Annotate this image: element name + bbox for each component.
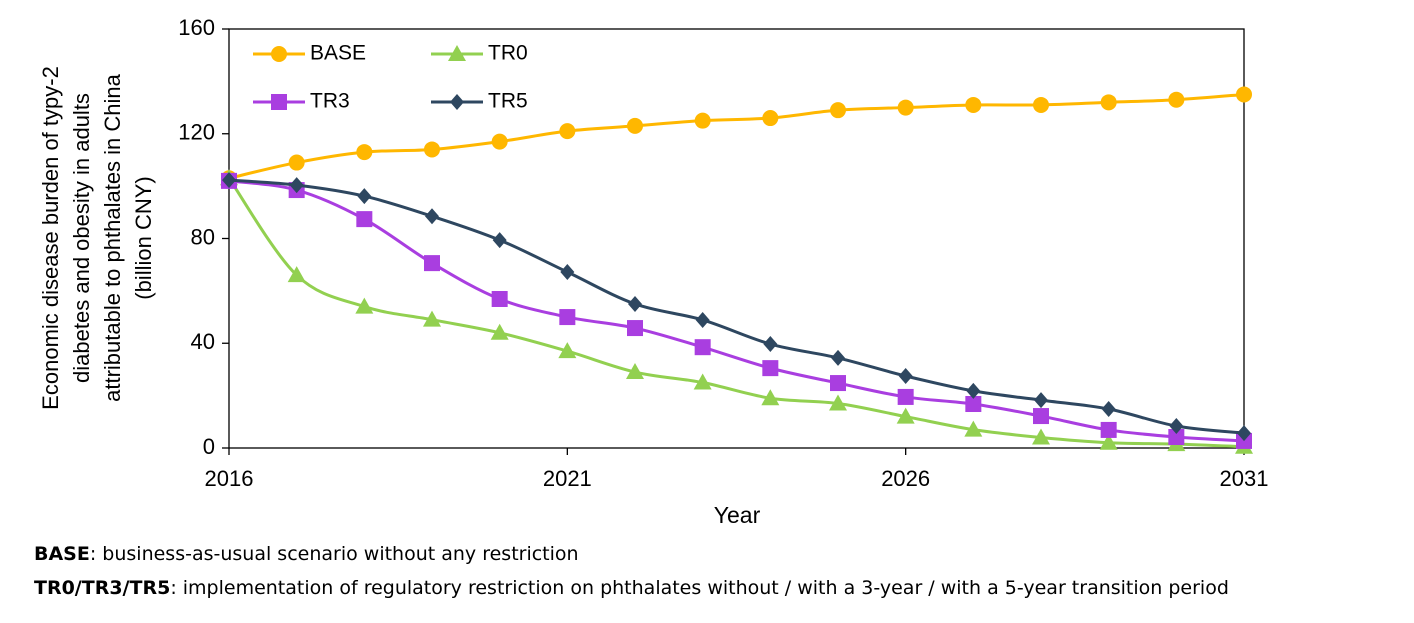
marker	[1169, 418, 1184, 435]
marker	[830, 375, 846, 392]
x-tick-label: 2016	[205, 466, 254, 491]
x-tick-label: 2026	[881, 466, 930, 491]
marker	[1237, 425, 1251, 442]
marker	[1099, 433, 1118, 450]
marker	[424, 141, 440, 158]
marker	[763, 336, 778, 353]
marker	[423, 310, 441, 327]
y-tick-label: 160	[178, 15, 215, 40]
marker	[222, 172, 236, 189]
footnote-term: TR0/TR3/TR5	[34, 577, 171, 599]
legend-label: BASE	[310, 42, 366, 65]
legend-marker	[271, 46, 287, 62]
legend-label: TR3	[310, 90, 350, 113]
marker	[424, 255, 440, 272]
marker	[628, 295, 642, 312]
legend-label: TR0	[488, 42, 528, 65]
marker	[425, 208, 439, 225]
x-tick-label: 2031	[1220, 466, 1269, 491]
marker	[693, 373, 712, 390]
marker	[762, 360, 779, 377]
marker	[762, 110, 779, 127]
legend-marker	[448, 45, 466, 61]
marker	[898, 367, 913, 384]
marker	[965, 96, 982, 113]
marker	[829, 394, 847, 411]
marker	[558, 342, 577, 359]
footnote: TR0/TR3/TR5: implementation of regulator…	[34, 577, 1229, 599]
legend-marker	[271, 94, 287, 110]
marker	[695, 311, 710, 328]
marker	[288, 154, 305, 171]
marker	[1168, 91, 1185, 108]
marker	[897, 99, 914, 116]
marker	[356, 144, 373, 161]
marker	[1101, 400, 1116, 417]
marker	[559, 123, 576, 140]
series-line	[227, 177, 1245, 449]
marker	[965, 396, 982, 413]
y-axis-title: attributable to phthalates in China	[100, 73, 125, 402]
y-axis-title: diabetes and obesity in adults	[69, 93, 94, 383]
series-line	[228, 92, 1245, 180]
marker	[491, 290, 508, 307]
y-tick-label: 120	[178, 120, 215, 145]
marker	[559, 309, 576, 326]
marker	[694, 339, 711, 356]
marker	[761, 389, 780, 406]
marker	[560, 264, 575, 281]
footnote-term: BASE	[34, 543, 90, 565]
marker	[1033, 408, 1049, 425]
y-tick-label: 0	[203, 434, 215, 459]
x-tick-label: 2021	[543, 466, 592, 491]
marker	[627, 117, 643, 134]
y-tick-label: 80	[191, 224, 215, 249]
marker	[896, 407, 915, 424]
marker	[1033, 96, 1049, 113]
marker	[831, 349, 845, 366]
series-line	[228, 178, 1245, 435]
chart: Year 0 40 80 120 160 2016 2021 2026 2031 Economic…	[38, 15, 1269, 528]
marker	[1100, 421, 1117, 438]
series-line	[228, 179, 1245, 443]
marker	[490, 323, 509, 340]
footnotes: BASE: business-as-usual scenario without…	[34, 543, 1229, 611]
footnote-text: : implementation of regulatory restricti…	[170, 577, 1229, 599]
marker	[1032, 428, 1050, 445]
marker	[626, 363, 644, 380]
marker	[491, 133, 508, 150]
marker	[830, 102, 846, 119]
marker	[356, 211, 373, 228]
marker	[897, 388, 914, 405]
marker	[492, 232, 507, 249]
marker	[964, 420, 983, 437]
marker	[1100, 94, 1117, 111]
plot-frame	[228, 28, 1245, 449]
marker	[1236, 86, 1252, 103]
marker	[287, 266, 306, 283]
marker	[1168, 429, 1185, 446]
legend-marker	[450, 94, 464, 110]
marker	[694, 112, 711, 129]
marker	[355, 297, 374, 314]
footnote-text: : business-as-usual scenario without any…	[89, 543, 579, 565]
y-axis-title: (billion CNY)	[131, 176, 156, 299]
marker	[289, 177, 304, 194]
marker	[357, 188, 372, 205]
x-axis-title: Year	[714, 502, 761, 528]
legend-label: TR5	[488, 90, 528, 113]
footnote: BASE: business-as-usual scenario without…	[34, 543, 1229, 565]
y-tick-label: 40	[191, 329, 215, 354]
marker	[627, 320, 643, 337]
marker	[1034, 392, 1048, 409]
marker	[966, 382, 981, 399]
y-axis-title: Economic disease burden of typy-2	[38, 66, 63, 410]
